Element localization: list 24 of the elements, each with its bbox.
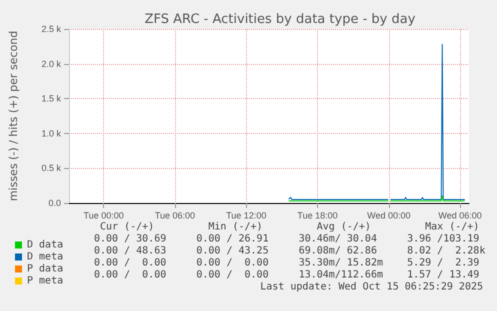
text: 0.00 / 0.00 0.00 / 0.00 35.30m/ 15.82m 5.29 / 2.39 <box>94 258 480 268</box>
x-tick-label: Tue 06:00 <box>154 210 196 220</box>
text: Cur (-/+) Min (-/+) Avg (-/+) Max (-/+) <box>94 222 480 232</box>
x-tick-label: Tue 18:00 <box>297 210 338 220</box>
y-tick-label: 1.0 k <box>41 128 62 138</box>
x-tick-label: Wed 06:00 <box>438 210 482 220</box>
y-tick-label: 2.0 k <box>41 58 62 69</box>
text: 0.00 / 48.63 0.00 / 43.25 69.08m/ 62.86 8.02 / 2.28k <box>94 246 486 256</box>
legend-label: P data <box>27 264 64 274</box>
y-tick-label: 0.0 <box>48 198 61 208</box>
y-tick-label: 2.5 k <box>41 24 62 34</box>
legend-label: D meta <box>27 252 64 262</box>
x-tick-label: Wed 00:00 <box>367 210 410 220</box>
y-tick-label: 0.5 k <box>41 163 62 174</box>
text: 0.00 / 30.69 0.00 / 26.91 30.46m/ 30.04 3.96 /103.19 <box>94 234 480 244</box>
x-tick-label: Tue 00:00 <box>84 210 124 220</box>
legend-label: D data <box>27 240 64 250</box>
text: 0.00 / 0.00 0.00 / 0.00 13.04m/112.66m 1.57 / 13.49 <box>94 270 480 280</box>
text: Last update: Wed Oct 15 06:25:29 2025 <box>260 282 484 292</box>
legend-label: P meta <box>27 276 64 286</box>
chart-title: ZFS ARC - Activities by data type - by day <box>144 12 416 27</box>
y-axis-title: misses (-) / hits (+) per second <box>7 30 20 202</box>
y-tick-label: 1.5 k <box>41 94 62 104</box>
x-tick-label: Tue 12:00 <box>226 210 266 220</box>
